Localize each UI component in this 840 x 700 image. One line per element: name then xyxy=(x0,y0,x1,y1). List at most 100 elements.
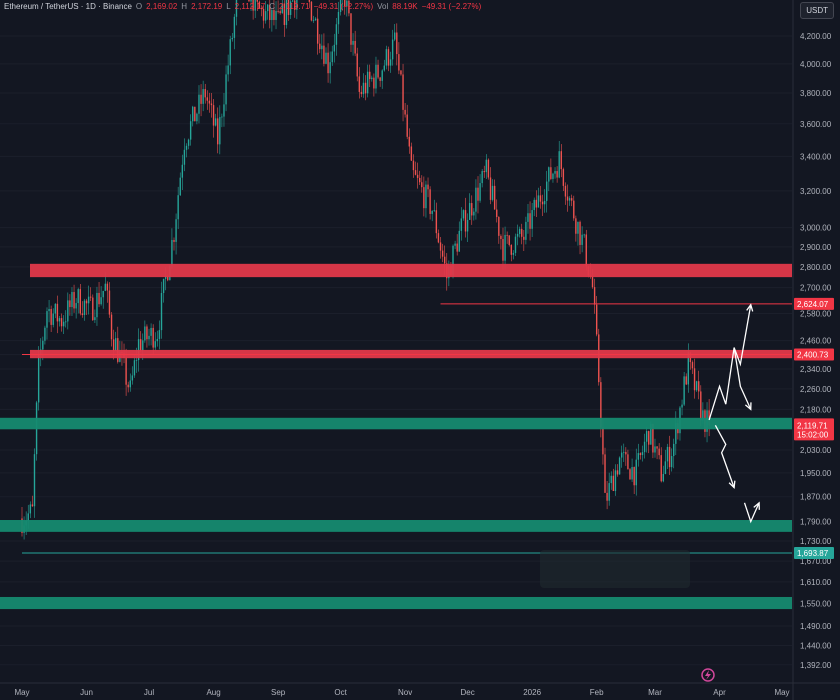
x-tick-label: Feb xyxy=(590,688,604,697)
candle-body xyxy=(181,164,184,178)
candle-body xyxy=(691,362,694,369)
y-tick-label: 3,000.00 xyxy=(800,224,832,233)
candle-body xyxy=(308,0,311,2)
candle-body xyxy=(331,51,333,63)
vol-value: 88.19K xyxy=(392,2,418,11)
high-label: H xyxy=(181,2,188,11)
candle-body xyxy=(514,236,517,253)
candle-body xyxy=(79,289,82,314)
candle-body xyxy=(506,234,508,236)
candle-body xyxy=(462,210,465,219)
candle-body xyxy=(137,339,140,361)
candle-body xyxy=(350,13,352,45)
candle-body xyxy=(314,18,317,21)
candle-body xyxy=(146,326,148,340)
candle-body xyxy=(616,470,619,475)
candle-body xyxy=(668,446,671,468)
candle-body xyxy=(402,74,404,110)
candle-body xyxy=(192,106,194,122)
symbol-title[interactable]: Ethereum / TetherUS · 1D · Binance xyxy=(4,2,132,11)
candle-body xyxy=(550,167,552,179)
candle-body xyxy=(471,203,473,216)
level-price-label: 2,624.07 xyxy=(797,300,829,309)
misc xyxy=(540,550,715,682)
candle-body xyxy=(575,218,577,234)
candle-body xyxy=(100,297,102,305)
candle-body xyxy=(179,177,181,196)
y-tick-label: 2,030.00 xyxy=(800,446,832,455)
candle-body xyxy=(418,177,421,183)
candle-body xyxy=(537,195,540,208)
candle-body xyxy=(144,326,146,341)
candle-body xyxy=(568,198,571,201)
candle-body xyxy=(633,467,635,486)
open-label: O xyxy=(135,2,143,11)
candle-body xyxy=(31,504,34,507)
candle-body xyxy=(175,219,177,242)
y-tick-label: 1,550.00 xyxy=(800,600,832,609)
candle-body xyxy=(154,341,156,348)
candle-body xyxy=(523,236,525,240)
candle-body xyxy=(104,283,106,291)
candle-body xyxy=(46,311,48,328)
candle-body xyxy=(652,423,654,453)
candle-body xyxy=(369,71,371,80)
y-tick-label: 2,180.00 xyxy=(800,405,832,414)
y-tick-label: 3,200.00 xyxy=(800,187,832,196)
vol-label: Vol xyxy=(377,2,389,11)
legend-header: Ethereum / TetherUS · 1D · Binance O 2,16… xyxy=(4,2,481,11)
candle-body xyxy=(573,200,575,219)
candle-body xyxy=(329,62,331,74)
candle-body xyxy=(558,151,560,178)
candle-body xyxy=(206,97,209,101)
candle-body xyxy=(362,82,365,95)
candle-body xyxy=(606,492,608,501)
candle-body xyxy=(406,114,408,137)
candle-body xyxy=(623,451,625,453)
candle-body xyxy=(566,196,569,201)
bolt-icon-glyph xyxy=(705,670,711,680)
candle-body xyxy=(548,167,550,182)
candle-body xyxy=(258,1,261,9)
candle-body xyxy=(139,339,142,351)
candle-body xyxy=(296,0,298,10)
arrow-head xyxy=(744,402,752,411)
candle-body xyxy=(464,210,467,232)
x-tick-label: Jul xyxy=(144,688,154,697)
zones xyxy=(0,263,792,610)
y-tick-label: 1,670.00 xyxy=(800,557,832,566)
candle-body xyxy=(437,233,440,243)
candle-body xyxy=(466,219,469,232)
candle-body xyxy=(67,300,69,322)
candle-body xyxy=(56,303,59,322)
candle-body xyxy=(273,10,275,20)
candle-body xyxy=(289,1,292,15)
candle-body xyxy=(48,309,50,312)
change-value-2: −49.31 (−2.27%) xyxy=(421,2,482,11)
support-zone xyxy=(0,520,792,532)
candle-body xyxy=(562,169,565,186)
candle-body xyxy=(366,71,369,94)
y-tick-label: 1,490.00 xyxy=(800,622,832,631)
candle-body xyxy=(344,0,346,7)
last-price-label: 2,119.71 xyxy=(797,421,828,430)
candle-body xyxy=(264,11,267,21)
y-tick-label: 1,440.00 xyxy=(800,641,832,650)
candle-body xyxy=(152,327,154,348)
candle-body xyxy=(491,185,494,200)
projection-path xyxy=(708,304,752,421)
currency-unit-button[interactable]: USDT xyxy=(800,2,834,19)
x-tick-label: Jun xyxy=(80,688,93,697)
candle-body xyxy=(591,276,594,288)
x-tick-label: Oct xyxy=(334,688,347,697)
x-tick-label: Aug xyxy=(206,688,220,697)
candle-body xyxy=(458,230,460,252)
candle-body xyxy=(577,221,579,234)
candle-body xyxy=(310,1,313,21)
candle-body xyxy=(479,183,481,201)
candle-body xyxy=(570,198,573,201)
candle-body xyxy=(96,292,98,318)
candle-body xyxy=(579,221,581,245)
